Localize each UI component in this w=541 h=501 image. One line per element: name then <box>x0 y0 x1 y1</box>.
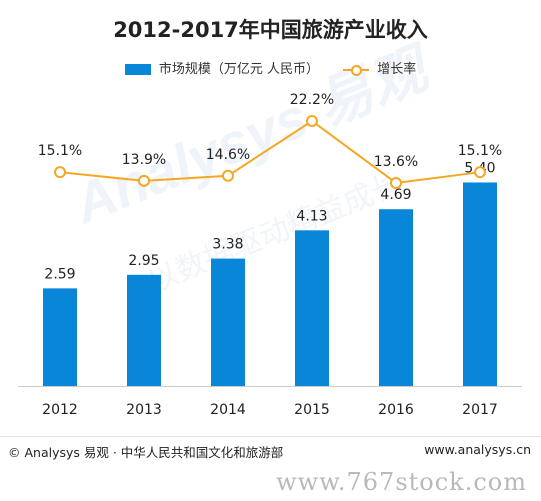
growth-point-2012 <box>54 166 66 179</box>
bar-value-label: 2.59 <box>44 266 75 282</box>
growth-value-label: 15.1% <box>458 143 502 159</box>
growth-value-label: 14.6% <box>206 147 250 163</box>
chart-title: 2012-2017年中国旅游产业收入 <box>113 18 428 42</box>
legend-item-line: 增长率 <box>343 58 416 77</box>
bar-2015 <box>295 230 329 386</box>
growth-value-label: 22.2% <box>290 92 334 108</box>
bar-2014 <box>211 258 245 386</box>
footer-source: © Analysys 易观 · 中华人民共和国文化和旅游部 <box>8 445 284 460</box>
footer-site: www.analysys.cn <box>424 442 531 457</box>
growth-value-label: 15.1% <box>38 143 82 159</box>
x-tick-label: 2016 <box>378 402 414 418</box>
growth-point-2016 <box>390 177 402 189</box>
x-tick-label: 2012 <box>42 402 78 418</box>
x-tick-label: 2013 <box>126 402 162 418</box>
growth-value-label: 13.6% <box>374 154 418 170</box>
bottom-watermark: www.767stock.com <box>276 468 527 496</box>
x-tick-label: 2014 <box>210 402 246 418</box>
legend-bar-swatch <box>124 64 151 75</box>
legend-item-bar: 市场规模（万亿元 人民币） <box>124 58 319 77</box>
legend-line-label: 增长率 <box>377 62 417 77</box>
growth-point-2013 <box>138 174 150 187</box>
bar-value-label: 4.13 <box>296 208 327 224</box>
growth-rate-line <box>59 119 481 185</box>
growth-point-2015 <box>306 115 318 127</box>
bar-value-label: 3.38 <box>212 237 243 253</box>
growth-point-2017 <box>474 166 486 179</box>
x-tick-label: 2017 <box>462 402 498 418</box>
x-tick-label: 2015 <box>294 402 330 418</box>
growth-value-label: 13.9% <box>122 152 166 168</box>
legend-bar-label: 市场规模（万亿元 人民币） <box>158 62 319 77</box>
footer: © Analysys 易观 · 中华人民共和国文化和旅游部 www.analys… <box>0 436 541 460</box>
bar-2013 <box>127 274 161 386</box>
bar-value-label: 2.95 <box>128 253 159 269</box>
bar-2017 <box>463 182 497 386</box>
bar-2012 <box>43 288 77 386</box>
legend: 市场规模（万亿元 人民币） 增长率 <box>0 58 541 77</box>
bar-value-label: 4.69 <box>380 187 411 203</box>
growth-point-2014 <box>222 169 234 182</box>
legend-line-marker <box>343 64 370 76</box>
bar-2016 <box>379 209 413 386</box>
